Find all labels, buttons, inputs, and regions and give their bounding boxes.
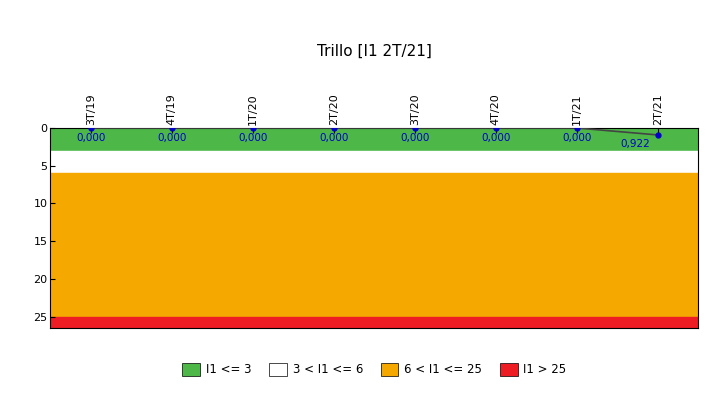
Bar	[50, 173, 698, 317]
Bar	[50, 151, 698, 173]
Text: 0,000: 0,000	[562, 132, 592, 142]
Text: 0,000: 0,000	[157, 132, 186, 142]
Text: 0,922: 0,922	[620, 140, 649, 150]
Legend: I1 <= 3, 3 < I1 <= 6, 6 < I1 <= 25, I1 > 25: I1 <= 3, 3 < I1 <= 6, 6 < I1 <= 25, I1 >…	[177, 358, 572, 381]
Text: 0,000: 0,000	[400, 132, 430, 142]
Text: 0,000: 0,000	[76, 132, 106, 142]
Title: Trillo [I1 2T/21]: Trillo [I1 2T/21]	[317, 44, 432, 59]
Bar	[50, 128, 698, 151]
Text: 0,000: 0,000	[481, 132, 510, 142]
Text: 0,000: 0,000	[238, 132, 268, 142]
Text: 0,000: 0,000	[319, 132, 348, 142]
Bar	[50, 317, 698, 328]
